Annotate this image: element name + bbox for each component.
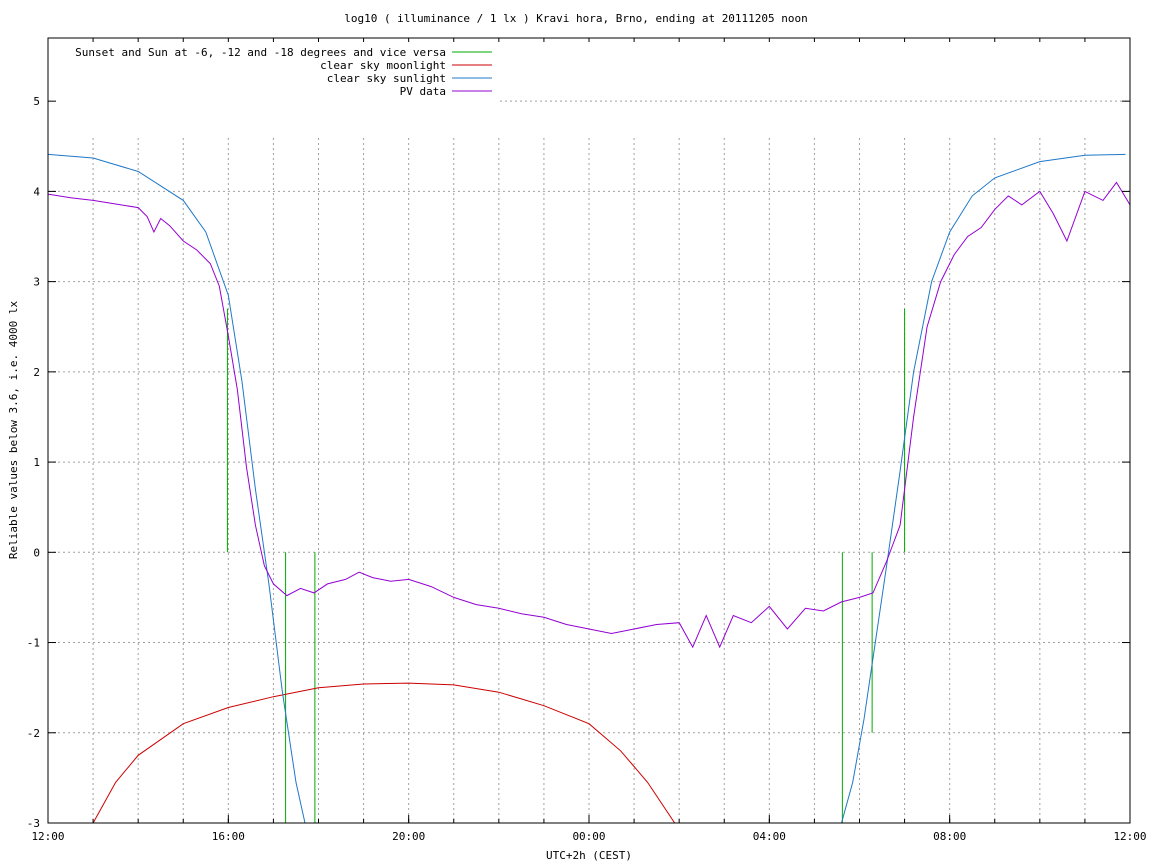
legend-label: PV data [400,85,446,98]
x-axis-label: UTC+2h (CEST) [546,849,632,862]
y-tick-label: -1 [27,637,40,650]
chart-title: log10 ( illuminance / 1 lx ) Kravi hora,… [344,12,808,25]
x-tick-label: 20:00 [392,830,425,843]
y-tick-label: -3 [27,817,40,830]
plot-frame [47,37,1131,824]
x-tick-label: 04:00 [753,830,786,843]
axis-ticks: 12:00 16:00 20:00 00:00 04:00 08:00 12:00-3-2-… [27,38,1147,843]
legend: Sunset and Sun at -6, -12 and -18 degree… [75,46,492,98]
y-tick-label: 4 [33,185,40,198]
x-tick-label: 08:00 [933,830,966,843]
legend-label: Sunset and Sun at -6, -12 and -18 degree… [75,46,446,59]
y-tick-label: 0 [33,546,40,559]
grid [48,100,1130,823]
series-4-line [48,181,1130,649]
x-tick-label: 12:00 [1113,830,1146,843]
y-tick-label: 3 [33,276,40,289]
x-tick-label: 16:00 [212,830,245,843]
x-tick-label: 00:00 [572,830,605,843]
legend-label: clear sky moonlight [320,59,446,72]
plot-area [48,153,1130,823]
series-2-line [92,682,676,823]
y-tick-label: 5 [33,95,40,108]
series-layer [48,153,1130,823]
series-3-line [48,153,1126,823]
y-axis-label: Reliable values below 3.6, i.e. 4000 lx [7,300,20,559]
x-tick-label: 12:00 [31,830,64,843]
y-tick-label: 1 [33,456,40,469]
y-tick-label: -2 [27,727,40,740]
legend-label: clear sky sunlight [327,72,446,85]
y-tick-label: 2 [33,366,40,379]
